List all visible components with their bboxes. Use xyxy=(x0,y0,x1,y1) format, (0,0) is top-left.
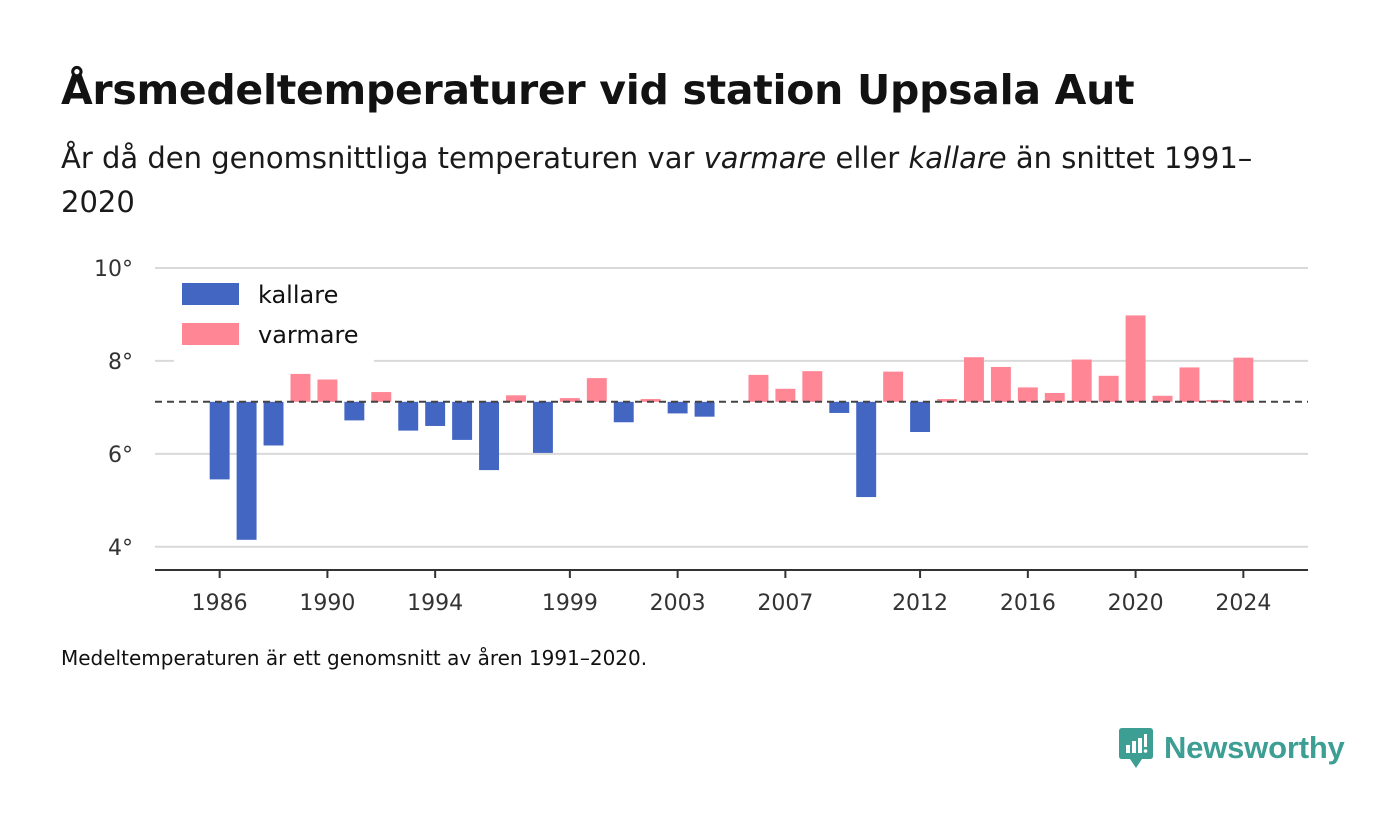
legend: kallare varmare xyxy=(174,276,374,364)
bar-kallare xyxy=(910,401,931,433)
brand-logo: Newsworthy xyxy=(1118,726,1345,770)
bar-kallare xyxy=(344,401,365,421)
x-tick-label: 2024 xyxy=(1215,591,1271,616)
legend-label-kallare: kallare xyxy=(258,281,338,309)
bar-varmare xyxy=(290,373,311,402)
y-tick-label: 8° xyxy=(108,350,133,375)
x-tick-label: 2007 xyxy=(757,591,813,616)
bar-varmare xyxy=(963,357,984,402)
subtitle-warm-word: varmare xyxy=(703,141,827,175)
bar-kallare xyxy=(398,401,419,431)
bar-varmare xyxy=(506,395,526,402)
bar-varmare xyxy=(1125,315,1146,402)
chart-subtitle: År då den genomsnittliga temperaturen va… xyxy=(61,136,1281,224)
bar-kallare xyxy=(829,401,850,413)
bars xyxy=(209,315,1254,540)
temperature-bar-chart: 4° 6° 8° 10° 1986 1990 1994 1999 2003 2007 2012 201… xyxy=(94,257,1308,616)
bar-varmare xyxy=(775,388,796,402)
brand-name: Newsworthy xyxy=(1164,730,1345,765)
bar-varmare xyxy=(317,379,338,402)
bar-varmare xyxy=(586,378,607,402)
x-tick-label: 1990 xyxy=(299,591,355,616)
bar-kallare xyxy=(209,401,230,480)
bar-kallare xyxy=(613,401,634,423)
x-tick-label: 2020 xyxy=(1108,591,1164,616)
bar-kallare xyxy=(532,401,553,453)
legend-swatch-kallare xyxy=(182,283,239,305)
bar-varmare xyxy=(883,371,904,402)
subtitle-cold-word: kallare xyxy=(908,141,1007,175)
x-tick-label: 2016 xyxy=(1000,591,1056,616)
bar-kallare xyxy=(263,401,284,446)
bar-varmare xyxy=(802,371,823,402)
bar-kallare xyxy=(236,401,257,540)
bar-varmare xyxy=(559,398,580,402)
bar-varmare xyxy=(937,399,957,402)
bar-kallare xyxy=(425,401,446,426)
x-tick-label: 1986 xyxy=(192,591,248,616)
subtitle-part3: än snittet 1991–2020 xyxy=(61,141,1253,219)
axes: 4° 6° 8° 10° 1986 1990 1994 1999 2003 2007 2012 201… xyxy=(94,257,1308,616)
legend-label-varmare: varmare xyxy=(258,321,359,349)
bar-varmare xyxy=(1017,387,1038,402)
bar-varmare xyxy=(371,392,392,402)
x-tick-label: 2012 xyxy=(892,591,948,616)
bar-varmare xyxy=(1233,357,1254,402)
bar-kallare xyxy=(694,401,715,417)
bar-varmare xyxy=(1179,367,1200,402)
bar-varmare xyxy=(1152,395,1173,402)
x-tick-label: 2003 xyxy=(650,591,706,616)
subtitle-part1: År då den genomsnittliga temperaturen va… xyxy=(61,141,704,175)
chart-title: Årsmedeltemperaturer vid station Uppsala… xyxy=(61,66,1135,114)
bar-kallare xyxy=(479,401,500,471)
bar-varmare xyxy=(990,366,1011,402)
subtitle-part2: eller xyxy=(826,141,909,175)
x-tick-label: 1999 xyxy=(542,591,598,616)
x-tick-label: 1994 xyxy=(407,591,463,616)
footnote: Medeltemperaturen är ett genomsnitt av å… xyxy=(61,646,648,670)
y-tick-label: 4° xyxy=(108,536,133,561)
bar-varmare xyxy=(1098,375,1119,402)
y-tick-label: 10° xyxy=(94,257,133,282)
bar-varmare xyxy=(748,374,769,402)
legend-swatch-varmare xyxy=(182,323,239,345)
bar-kallare xyxy=(452,401,473,440)
bar-varmare xyxy=(1044,392,1065,402)
bar-kallare xyxy=(667,401,688,414)
newsworthy-logo-icon xyxy=(1119,728,1153,768)
bar-varmare xyxy=(1071,359,1092,402)
bar-kallare xyxy=(856,401,877,498)
bar-varmare xyxy=(640,399,661,402)
y-tick-label: 6° xyxy=(108,443,133,468)
